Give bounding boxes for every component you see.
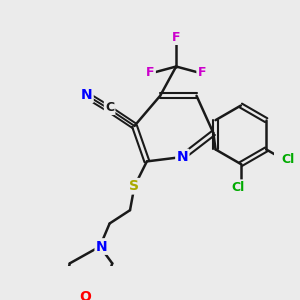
Text: Cl: Cl (282, 153, 295, 166)
Text: F: F (146, 66, 155, 79)
Text: N: N (176, 150, 188, 164)
Text: N: N (96, 239, 107, 254)
Text: O: O (80, 290, 92, 300)
Text: C: C (105, 101, 114, 114)
Text: S: S (130, 179, 140, 193)
Text: N: N (81, 88, 92, 102)
Text: Cl: Cl (232, 181, 245, 194)
Text: F: F (172, 31, 180, 44)
Text: F: F (198, 66, 206, 79)
